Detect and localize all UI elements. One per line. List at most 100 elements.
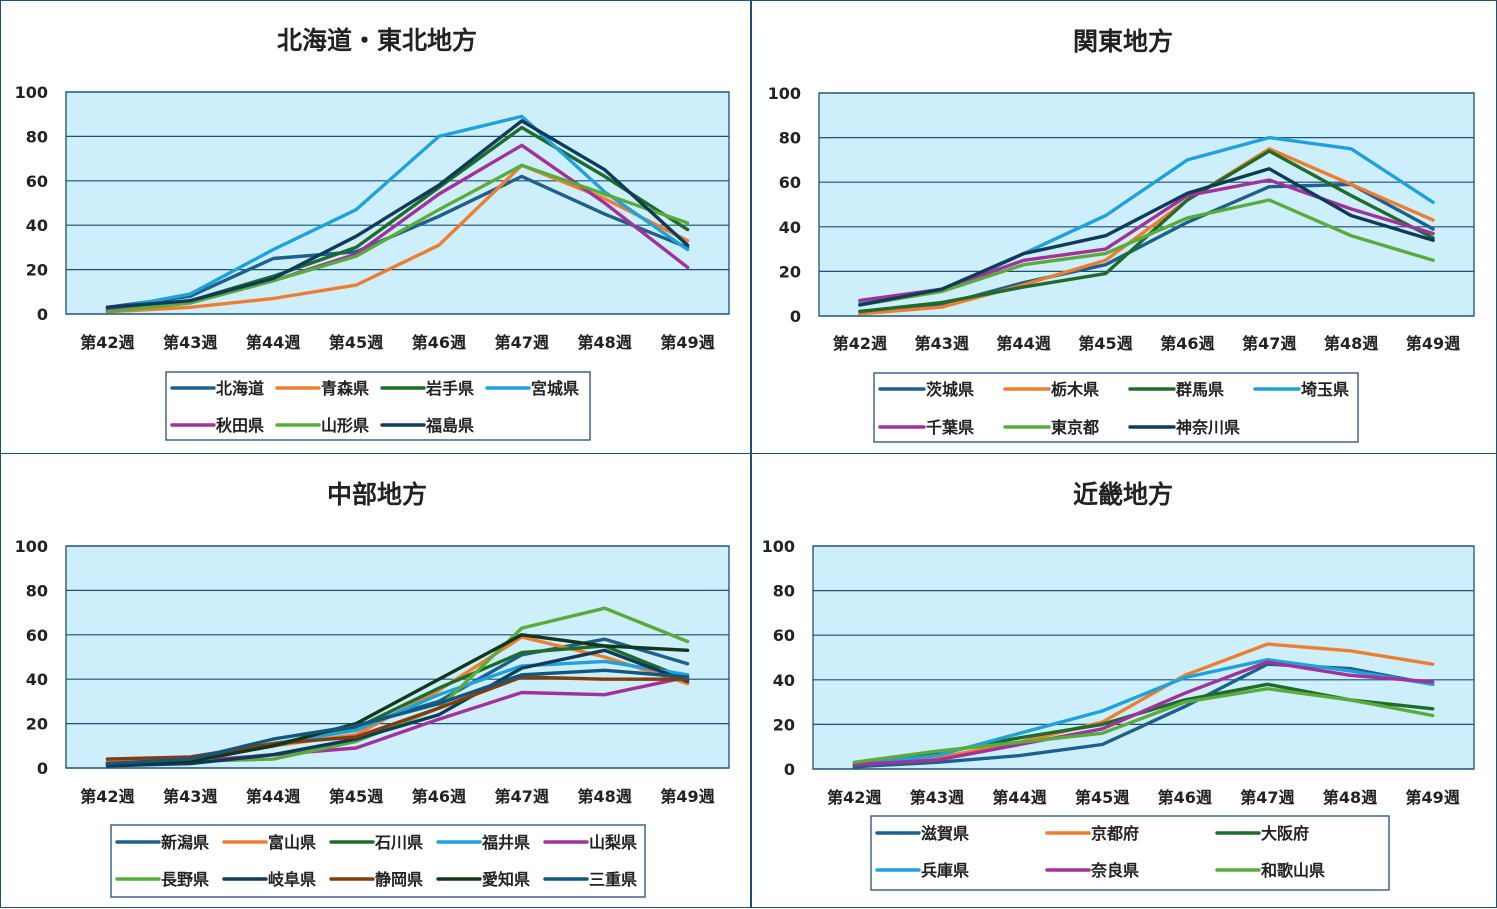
x-tick-label: 第49週 bbox=[1406, 334, 1460, 353]
x-tick-label: 第48週 bbox=[578, 787, 632, 806]
legend-label: 宮城県 bbox=[531, 379, 579, 398]
y-tick-label: 100 bbox=[15, 537, 48, 556]
y-tick-label: 60 bbox=[773, 626, 795, 645]
legend-label: 青森県 bbox=[321, 379, 369, 398]
legend-label: 石川県 bbox=[374, 833, 423, 852]
y-tick-label: 40 bbox=[26, 216, 48, 235]
y-tick-label: 80 bbox=[773, 582, 795, 601]
x-tick-label: 第42週 bbox=[827, 788, 881, 807]
y-tick-label: 60 bbox=[779, 173, 801, 192]
legend-label: 愛知県 bbox=[482, 870, 530, 889]
line-chart-kinki: 近畿地方 0 20 40 60 80 100 第42週 第43週 第44週 第45週 第46週 第47週… bbox=[762, 480, 1475, 891]
legend-label: 千葉県 bbox=[926, 418, 974, 437]
y-tick-label: 100 bbox=[762, 537, 795, 556]
y-tick-label: 20 bbox=[26, 715, 48, 734]
series-line-7 bbox=[105, 119, 690, 309]
series-line-9 bbox=[105, 633, 690, 766]
y-tick-label: 60 bbox=[26, 172, 48, 191]
legend-label: 富山県 bbox=[268, 833, 316, 852]
plot-area bbox=[818, 92, 1475, 317]
legend-label: 新潟県 bbox=[161, 833, 209, 852]
x-tick-label: 第46週 bbox=[412, 787, 466, 806]
legend-label: 長野県 bbox=[161, 870, 209, 889]
y-tick-label: 0 bbox=[790, 307, 801, 326]
x-tick-label: 第48週 bbox=[1324, 334, 1378, 353]
x-tick-label: 第46週 bbox=[412, 333, 466, 352]
x-tick-label: 第44週 bbox=[246, 333, 300, 352]
series-line-4 bbox=[105, 114, 690, 312]
legend-label: 滋賀県 bbox=[921, 824, 969, 843]
legend-label: 三重県 bbox=[589, 870, 637, 889]
series-line-5 bbox=[852, 660, 1435, 767]
legend-box bbox=[873, 372, 1359, 443]
x-tick-label: 第44週 bbox=[992, 788, 1046, 807]
legend-label: 静岡県 bbox=[375, 870, 423, 889]
chart-title: 中部地方 bbox=[327, 480, 427, 509]
legend-label: 埼玉県 bbox=[1301, 380, 1349, 399]
legend-label: 東京都 bbox=[1051, 418, 1099, 437]
series-line-6 bbox=[858, 198, 1435, 307]
x-tick-label: 第49週 bbox=[660, 333, 714, 352]
legend-label: 北海道 bbox=[216, 379, 264, 398]
x-tick-label: 第48週 bbox=[1323, 788, 1377, 807]
line-chart-kanto: 関東地方 0 20 40 60 80 100 第42週 第43週 第44週 第45週 第46週 第47週… bbox=[768, 27, 1475, 443]
legend-label: 奈良県 bbox=[1090, 861, 1139, 880]
series-line-7 bbox=[105, 648, 690, 768]
line-chart-hokkaido-tohoku: 北海道・東北地方 0 20 40 60 80 100 第42週 第43週 第44週 第45週 第46週… bbox=[15, 26, 730, 441]
chart-title: 関東地方 bbox=[1073, 27, 1173, 56]
series-line-7 bbox=[858, 167, 1435, 307]
y-tick-label: 40 bbox=[779, 218, 801, 237]
legend-box bbox=[110, 824, 646, 898]
legend-label: 岩手県 bbox=[425, 379, 474, 398]
x-tick-label: 第42週 bbox=[80, 333, 134, 352]
legend-box bbox=[165, 371, 591, 441]
series-line-10 bbox=[105, 668, 690, 766]
series-line-6 bbox=[105, 163, 690, 314]
legend-label: 京都府 bbox=[1091, 824, 1139, 843]
x-tick-label: 第49週 bbox=[1406, 788, 1460, 807]
x-tick-label: 第49週 bbox=[660, 787, 714, 806]
x-tick-label: 第43週 bbox=[910, 788, 964, 807]
y-tick-label: 100 bbox=[15, 83, 48, 102]
chart-title: 近畿地方 bbox=[1073, 480, 1173, 509]
legend-label: 群馬県 bbox=[1176, 380, 1224, 399]
y-tick-label: 0 bbox=[37, 305, 48, 324]
chart-panel-chubu: 中部地方 0 20 40 60 80 100 第42週 第43週 第44週 第45週 第46週 第47週… bbox=[0, 453, 751, 908]
chart-title: 北海道・東北地方 bbox=[277, 26, 477, 55]
series-line-2 bbox=[858, 147, 1435, 316]
legend-label: 秋田県 bbox=[216, 416, 264, 435]
x-tick-label: 第48週 bbox=[578, 333, 632, 352]
legend-label: 栃木県 bbox=[1051, 380, 1099, 399]
x-tick-label: 第46週 bbox=[1160, 334, 1214, 353]
x-tick-label: 第46週 bbox=[1158, 788, 1212, 807]
y-tick-label: 80 bbox=[26, 127, 48, 146]
x-tick-label: 第45週 bbox=[329, 333, 383, 352]
y-tick-label: 20 bbox=[779, 262, 801, 281]
y-tick-label: 0 bbox=[784, 760, 795, 779]
legend-label: 茨城県 bbox=[926, 380, 974, 399]
plot-area bbox=[812, 545, 1475, 770]
x-tick-label: 第47週 bbox=[495, 333, 549, 352]
x-tick-label: 第47週 bbox=[495, 787, 549, 806]
y-tick-label: 40 bbox=[26, 670, 48, 689]
x-tick-label: 第45週 bbox=[329, 787, 383, 806]
y-tick-label: 80 bbox=[26, 581, 48, 600]
chart-panel-kanto: 関東地方 0 20 40 60 80 100 第42週 第43週 第44週 第45週 第46週 第47週… bbox=[751, 0, 1497, 454]
legend-label: 山梨県 bbox=[589, 833, 637, 852]
legend-label: 山形県 bbox=[321, 416, 369, 435]
line-chart-chubu: 中部地方 0 20 40 60 80 100 第42週 第43週 第44週 第45週 第46週 第47週… bbox=[15, 480, 730, 898]
y-tick-label: 20 bbox=[26, 261, 48, 280]
x-tick-label: 第42週 bbox=[80, 787, 134, 806]
y-tick-label: 20 bbox=[773, 715, 795, 734]
legend-label: 兵庫県 bbox=[921, 861, 969, 880]
series-line-2 bbox=[852, 642, 1435, 767]
chart-panel-hokkaido-tohoku: 北海道・東北地方 0 20 40 60 80 100 第42週 第43週 第44週 第45週 第46週… bbox=[0, 0, 751, 454]
x-tick-label: 第42週 bbox=[833, 334, 887, 353]
x-tick-label: 第47週 bbox=[1242, 334, 1296, 353]
x-tick-label: 第43週 bbox=[163, 787, 217, 806]
y-tick-label: 80 bbox=[779, 129, 801, 148]
x-tick-label: 第45週 bbox=[1078, 334, 1132, 353]
x-tick-label: 第44週 bbox=[997, 334, 1051, 353]
x-tick-label: 第43週 bbox=[163, 333, 217, 352]
legend-label: 神奈川県 bbox=[1176, 418, 1240, 437]
